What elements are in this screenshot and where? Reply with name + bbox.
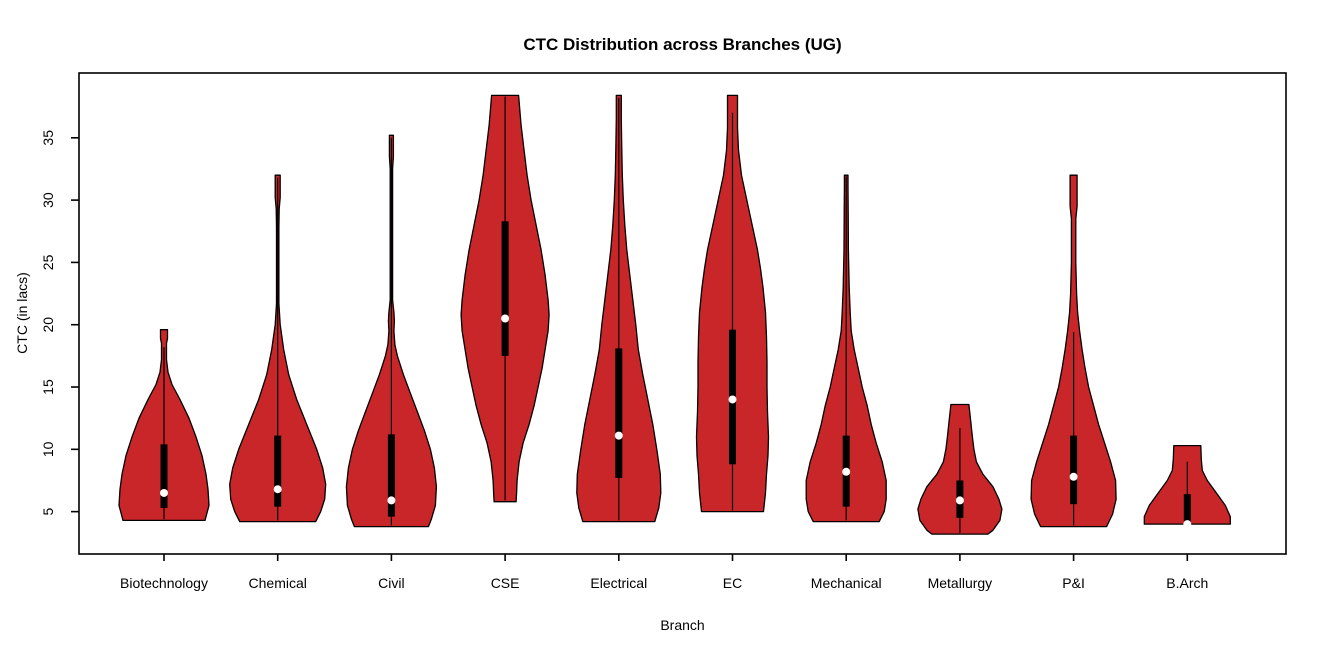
- x-tick-label-biotechnology: Biotechnology: [120, 575, 208, 591]
- x-axis-title: Branch: [660, 617, 704, 633]
- violin-median-dot-metallurgy: [955, 496, 964, 505]
- violin-median-dot-cse: [501, 314, 510, 323]
- x-tick-label-p-i: P&I: [1062, 575, 1085, 591]
- y-tick-label-20: 20: [40, 317, 56, 333]
- violin-iqr-box-chemical: [274, 435, 282, 507]
- x-tick-label-metallurgy: Metallurgy: [928, 575, 993, 591]
- x-tick-label-cse: CSE: [491, 575, 520, 591]
- plot-border: [78, 72, 1287, 555]
- y-tick-label-5: 5: [40, 508, 56, 516]
- x-tick-label-b-arch: B.Arch: [1166, 575, 1208, 591]
- violin-median-dot-biotechnology: [160, 488, 168, 497]
- y-tick-label-25: 25: [40, 254, 56, 270]
- y-tick-label-15: 15: [40, 379, 56, 395]
- violin-median-dot-p-i: [1069, 472, 1078, 481]
- y-tick-label-10: 10: [40, 441, 56, 457]
- y-tick-label-35: 35: [40, 130, 56, 146]
- x-tick-label-mechanical: Mechanical: [811, 575, 882, 591]
- y-axis-title: CTC (in lacs): [14, 272, 30, 354]
- violin-median-dot-mechanical: [842, 467, 851, 476]
- x-tick-label-chemical: Chemical: [249, 575, 307, 591]
- violin-median-dot-civil: [387, 496, 396, 505]
- chart-title: CTC Distribution across Branches (UG): [523, 35, 841, 54]
- violin-iqr-box-biotechnology: [160, 444, 168, 508]
- x-tick-label-ec: EC: [723, 575, 742, 591]
- violin-iqr-box-b-arch: [1183, 494, 1191, 523]
- violin-iqr-box-cse: [501, 221, 509, 356]
- violin-median-dot-electrical: [614, 431, 623, 440]
- x-tick-label-electrical: Electrical: [590, 575, 647, 591]
- violin-median-dot-ec: [728, 395, 737, 404]
- y-tick-label-30: 30: [40, 192, 56, 208]
- violin-iqr-box-p-i: [1070, 435, 1078, 505]
- x-tick-label-civil: Civil: [378, 575, 404, 591]
- violin-iqr-box-electrical: [615, 348, 623, 478]
- violin-median-dot-chemical: [273, 485, 282, 494]
- violin-iqr-box-civil: [387, 434, 395, 517]
- violin-median-dot-b-arch: [1183, 520, 1192, 529]
